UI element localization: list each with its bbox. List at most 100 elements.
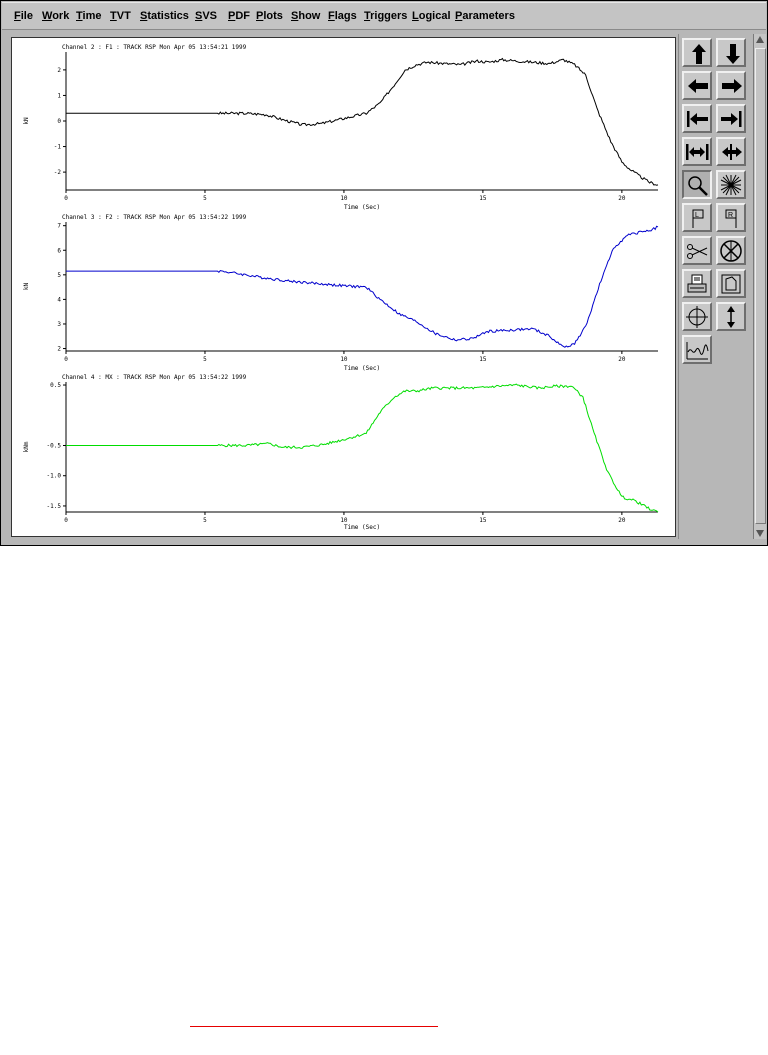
- menu-time[interactable]: Time: [76, 10, 102, 22]
- menu-label-rest: lots: [263, 10, 283, 22]
- star-burst-button[interactable]: [716, 170, 746, 199]
- flag-right-button[interactable]: R: [716, 203, 746, 232]
- flag-left-button[interactable]: L: [682, 203, 712, 232]
- flag-left-icon: L: [692, 209, 704, 228]
- arrow-left-button[interactable]: [682, 71, 712, 100]
- svg-text:L: L: [695, 212, 699, 219]
- expand-horizontal-button[interactable]: [682, 137, 712, 166]
- footer-rule: [190, 1026, 438, 1027]
- y-axis-label: kNm: [23, 441, 30, 452]
- menu-bar: File Work Time TVT Statistics SVS PDF Plots Show…: [2, 2, 766, 30]
- svg-text:R: R: [728, 212, 733, 219]
- menu-mnemonic: P: [228, 10, 236, 22]
- arrow-right-button[interactable]: [716, 71, 746, 100]
- x-axis-label: Time (Sec): [344, 524, 380, 531]
- menu-label-rest: riggers: [370, 10, 408, 22]
- menu-mnemonic: F: [328, 10, 335, 22]
- chart-title: Channel 4 : MX : TRACK RSP Mon Apr 05 13…: [62, 374, 247, 381]
- menu-tvt[interactable]: TVT: [110, 10, 131, 22]
- scroll-up-arrow-icon[interactable]: [754, 34, 766, 46]
- y-tick-label: -2: [54, 169, 62, 176]
- jump-right-button[interactable]: [716, 104, 746, 133]
- y-tick-label: -0.5: [47, 442, 62, 449]
- y-tick-label: 4: [57, 296, 61, 303]
- menu-svs[interactable]: SVS: [195, 10, 217, 22]
- x-tick-label: 20: [618, 356, 626, 363]
- menu-label-rest: tatistics: [147, 10, 189, 22]
- printer-button[interactable]: [682, 269, 712, 298]
- menu-mnemonic: S: [291, 10, 299, 22]
- chart-title: Channel 3 : F2 : TRACK RSP Mon Apr 05 13…: [62, 214, 247, 221]
- menu-label-rest: ile: [20, 10, 33, 22]
- menu-mnemonic: W: [42, 10, 53, 22]
- x-tick-label: 10: [340, 356, 348, 363]
- y-tick-label: 2: [57, 67, 61, 74]
- menu-mnemonic: S: [195, 10, 203, 22]
- zoom-button[interactable]: [682, 170, 712, 199]
- zoom-icon: [688, 176, 708, 196]
- x-tick-label: 10: [340, 517, 348, 524]
- waveform-button[interactable]: [682, 335, 712, 364]
- x-tick-label: 10: [340, 195, 348, 202]
- crosshair-icon: [686, 306, 708, 328]
- y-tick-label: -1.5: [47, 503, 62, 510]
- menu-parameters[interactable]: Parameters: [455, 10, 515, 22]
- menu-triggers[interactable]: Triggers: [364, 10, 407, 22]
- menu-mnemonic: T: [110, 10, 117, 22]
- compress-horizontal-icon: [722, 144, 742, 160]
- x-tick-label: 0: [64, 356, 68, 363]
- vertical-resize-button[interactable]: [716, 302, 746, 331]
- y-tick-label: 5: [57, 272, 61, 279]
- x-axis-label: Time (Sec): [344, 365, 380, 372]
- y-tick-label: 0.5: [50, 382, 61, 389]
- vertical-scrollbar[interactable]: [753, 34, 766, 539]
- menu-work[interactable]: Work: [42, 10, 69, 22]
- compress-horizontal-button[interactable]: [716, 137, 746, 166]
- circle-cross-button[interactable]: [716, 236, 746, 265]
- arrow-down-button[interactable]: [716, 38, 746, 67]
- jump-left-icon: [687, 111, 708, 127]
- page-button[interactable]: [716, 269, 746, 298]
- y-tick-label: 0: [57, 118, 61, 125]
- chart-title: Channel 2 : F1 : TRACK RSP Mon Apr 05 13…: [62, 44, 247, 51]
- menu-plots[interactable]: Plots: [256, 10, 283, 22]
- y-tick-label: 1: [57, 92, 61, 99]
- menu-label-rest: DF: [235, 10, 251, 22]
- menu-label-rest: VT: [116, 10, 131, 22]
- menu-mnemonic: P: [455, 10, 463, 22]
- menu-show[interactable]: Show: [291, 10, 320, 22]
- data-series-line: [66, 383, 659, 513]
- scroll-down-arrow-icon[interactable]: [754, 527, 766, 539]
- menu-logical[interactable]: Logical: [412, 10, 451, 22]
- menu-mnemonic: F: [14, 10, 21, 22]
- menu-mnemonic: P: [256, 10, 264, 22]
- menu-pdf[interactable]: PDF: [228, 10, 250, 22]
- data-series-line: [66, 225, 659, 348]
- menu-label-rest: ork: [52, 10, 70, 22]
- vertical-resize-icon: [727, 306, 735, 328]
- data-series-line: [66, 57, 659, 186]
- plot-area[interactable]: Channel 2 : F1 : TRACK RSP Mon Apr 05 13…: [11, 37, 676, 537]
- arrow-down-icon: [726, 44, 740, 64]
- arrow-up-button[interactable]: [682, 38, 712, 67]
- menu-statistics[interactable]: Statistics: [140, 10, 189, 22]
- arrow-left-icon: [688, 79, 708, 93]
- x-axis-label: Time (Sec): [344, 204, 380, 211]
- jump-left-button[interactable]: [682, 104, 712, 133]
- menu-flags[interactable]: Flags: [328, 10, 357, 22]
- y-tick-label: 6: [57, 247, 61, 254]
- jump-right-icon: [721, 111, 742, 127]
- scissors-icon: [687, 244, 708, 259]
- flag-right-icon: R: [725, 209, 737, 228]
- menu-label-rest: arameters: [462, 10, 515, 22]
- page-icon: [721, 274, 741, 294]
- x-tick-label: 0: [64, 517, 68, 524]
- menu-file[interactable]: File: [14, 10, 33, 22]
- y-tick-label: -1: [54, 144, 62, 151]
- y-tick-label: 7: [57, 223, 61, 230]
- scissors-button[interactable]: [682, 236, 712, 265]
- crosshair-button[interactable]: [682, 302, 712, 331]
- scrollbar-thumb[interactable]: [755, 48, 766, 524]
- x-tick-label: 5: [203, 356, 207, 363]
